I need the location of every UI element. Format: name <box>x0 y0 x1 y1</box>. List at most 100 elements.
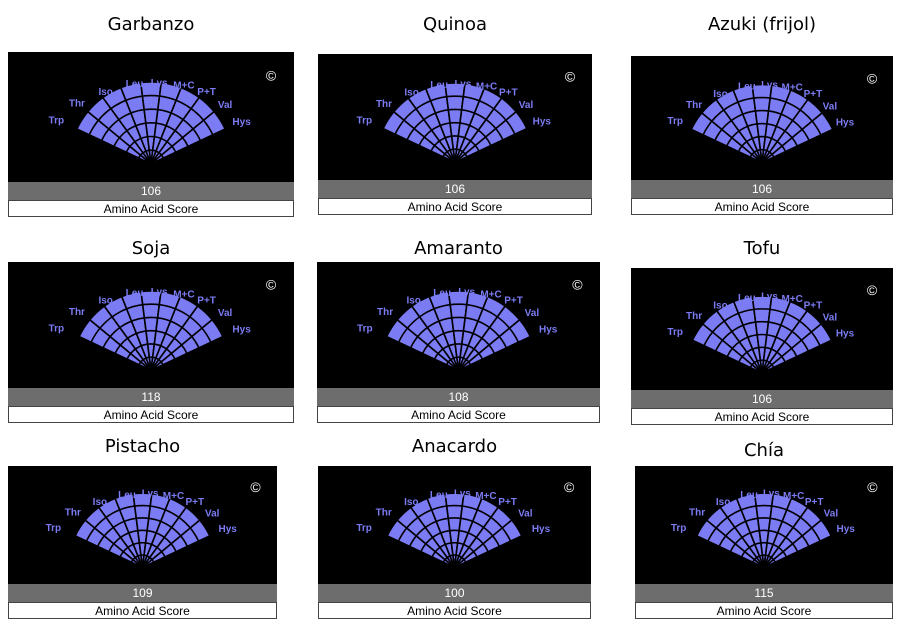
category-label: Iso <box>404 497 418 508</box>
category-label: M+C <box>173 289 194 300</box>
amino-acid-chart: Trp Thr Iso Leu Lys M+C P+T Val Hys © 106 Amino Aci… <box>631 268 893 428</box>
category-label: Leu <box>433 288 451 299</box>
category-label: Trp <box>671 523 687 534</box>
category-label: Hys <box>837 524 856 535</box>
copyright-icon: © <box>564 479 575 495</box>
category-label: Leu <box>740 490 758 501</box>
copyright-icon: © <box>867 70 878 86</box>
category-label: P+T <box>498 497 517 508</box>
category-label: Hys <box>836 328 855 339</box>
chart-title: Amaranto <box>414 238 503 259</box>
plot-area: Trp Thr Iso Leu Lys M+C P+T Val Hys © <box>631 56 893 180</box>
chart-title: Azuki (frijol) <box>707 14 817 35</box>
score-value: 115 <box>635 584 893 602</box>
category-label: P+T <box>804 300 823 311</box>
category-label: Thr <box>65 508 81 519</box>
grid-ring <box>420 529 489 552</box>
copyright-icon: © <box>867 479 878 495</box>
grid-ring <box>394 95 516 135</box>
category-label: Lys <box>761 292 778 303</box>
category-label: Lys <box>151 78 168 89</box>
grid-ring <box>130 554 155 563</box>
category-label: M+C <box>781 83 802 94</box>
category-label: Lys <box>454 79 471 90</box>
category-label: Leu <box>738 82 756 93</box>
plot-area: Trp Thr Iso Leu Lys M+C P+T Val Hys © <box>635 466 893 584</box>
category-label: Iso <box>98 296 112 307</box>
grid-ring <box>126 343 176 360</box>
category-label: Iso <box>716 497 730 508</box>
grid-ring <box>431 541 478 558</box>
category-label: Hys <box>219 524 238 535</box>
grid-ring <box>397 303 520 343</box>
score-value: 106 <box>318 180 592 198</box>
category-label: Val <box>205 509 220 520</box>
plot-area: Trp Thr Iso Leu Lys M+C P+T Val Hys © <box>8 52 294 182</box>
grid-ring <box>445 356 472 366</box>
plot-area: Trp Thr Iso Leu Lys M+C P+T Val Hys © <box>8 466 277 584</box>
category-label: Trp <box>356 523 372 534</box>
score-caption: Amino Acid Score <box>631 408 893 425</box>
score-caption: Amino Acid Score <box>8 200 294 217</box>
grid-ring <box>729 529 799 552</box>
category-label: P+T <box>804 89 823 100</box>
copyright-icon: © <box>266 277 277 293</box>
category-label: Trp <box>49 116 65 127</box>
grid-ring <box>90 303 212 343</box>
grid-ring <box>113 122 189 147</box>
category-label: Lys <box>454 489 471 500</box>
score-caption: Amino Acid Score <box>635 602 893 619</box>
category-label: Leu <box>430 490 448 501</box>
category-label: Hys <box>232 117 251 128</box>
category-label: Thr <box>376 508 392 519</box>
category-label: Val <box>525 308 540 319</box>
amino-acid-chart: Trp Thr Iso Leu Lys M+C P+T Val Hys © 108 Amino Aci… <box>317 262 600 426</box>
grid-ring <box>137 149 165 159</box>
copyright-icon: © <box>250 479 261 495</box>
copyright-icon: © <box>572 277 583 293</box>
category-label: Leu <box>126 79 144 90</box>
category-label: Leu <box>118 490 136 501</box>
grid-ring <box>749 148 775 158</box>
amino-acid-chart: Trp Thr Iso Leu Lys M+C P+T Val Hys © 106 Amino Aci… <box>631 56 893 218</box>
score-value: 106 <box>8 182 294 200</box>
grid-ring <box>102 316 200 349</box>
category-label: Thr <box>686 100 702 111</box>
grid-ring <box>406 108 504 141</box>
category-label: Val <box>823 101 838 112</box>
score-caption: Amino Acid Score <box>8 406 294 423</box>
category-label: Thr <box>69 99 85 110</box>
grid-ring <box>749 359 775 368</box>
score-value: 106 <box>631 390 893 408</box>
grid-ring <box>88 94 214 136</box>
grid-ring <box>714 320 810 352</box>
chart-title: Garbanzo <box>107 14 195 35</box>
grid-ring <box>740 541 788 558</box>
score-value: 118 <box>8 388 294 406</box>
amino-acid-chart: Trp Thr Iso Leu Lys M+C P+T Val Hys © 109 Amino Aci… <box>8 466 277 619</box>
plot-area: Trp Thr Iso Leu Lys M+C P+T Val Hys © <box>631 268 893 390</box>
amino-acid-chart: Trp Thr Iso Leu Lys M+C P+T Val Hys © 106 Amino Aci… <box>8 52 294 218</box>
category-label: P+T <box>499 88 518 99</box>
category-label: Thr <box>377 307 393 318</box>
category-label: Trp <box>357 115 373 126</box>
grid-ring <box>138 356 164 366</box>
grid-ring <box>430 135 480 152</box>
category-label: M+C <box>480 289 501 300</box>
grid-ring <box>738 346 786 363</box>
grid-ring <box>421 329 496 354</box>
plot-area: Trp Thr Iso Leu Lys M+C P+T Val Hys © <box>318 54 592 180</box>
category-label: M+C <box>781 294 802 305</box>
category-label: Trp <box>46 523 62 534</box>
grid-ring <box>85 504 200 542</box>
grid-ring <box>108 529 177 552</box>
grid-ring <box>718 517 810 547</box>
grid-ring <box>752 554 776 563</box>
grid-ring <box>737 135 787 152</box>
grid-ring <box>119 541 166 558</box>
grid-ring <box>726 333 798 357</box>
